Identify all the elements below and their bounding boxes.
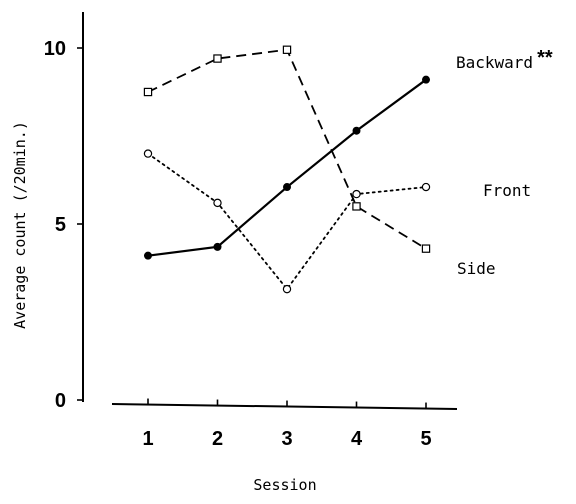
- data-point: [421, 244, 431, 253]
- x-ticks: 1 2 3 4 5: [142, 398, 432, 450]
- data-point: [213, 242, 222, 251]
- x-axis-title: Session: [253, 476, 316, 494]
- data-point: [213, 198, 222, 208]
- x-tick-label: 2: [212, 428, 223, 450]
- series-line-side: [147, 48, 427, 250]
- series-line-front: [147, 152, 427, 291]
- data-point: [422, 75, 430, 84]
- significance-marker: **: [537, 47, 553, 69]
- y-axis: 0 5 10 Average count (/20min.): [11, 12, 84, 412]
- series-label-backward: Backward: [456, 53, 533, 72]
- y-ticks: 0 5 10: [44, 38, 83, 412]
- series-label-front: Front: [483, 181, 531, 200]
- data-point: [144, 251, 152, 260]
- x-axis-line: [111, 403, 458, 410]
- data-point: [352, 189, 361, 199]
- data-point: [143, 87, 153, 97]
- data-point: [282, 284, 292, 294]
- data-point: [352, 126, 361, 135]
- x-tick-label: 1: [142, 428, 153, 450]
- series-backward: [144, 75, 430, 260]
- y-tick-label: 0: [55, 390, 66, 412]
- y-tick-label: 5: [55, 214, 66, 236]
- plot-area: [143, 45, 431, 294]
- data-point: [282, 45, 292, 54]
- data-point: [352, 202, 361, 211]
- data-point: [283, 183, 291, 192]
- x-tick-label: 4: [351, 428, 363, 450]
- data-point: [421, 182, 431, 192]
- data-point: [213, 54, 222, 63]
- series-front: [143, 149, 431, 294]
- series-label-side: Side: [457, 259, 496, 278]
- x-tick-label: 5: [420, 428, 431, 450]
- y-axis-title: Average count (/20min.): [11, 121, 29, 329]
- series-line-backward: [147, 78, 427, 257]
- series-side: [143, 45, 431, 253]
- y-tick-label: 10: [44, 38, 66, 60]
- data-point: [143, 149, 153, 158]
- x-tick-label: 3: [281, 428, 292, 450]
- x-axis: 1 2 3 4 5 Session: [111, 398, 458, 494]
- series-labels: Backward ** Front Side: [456, 47, 553, 278]
